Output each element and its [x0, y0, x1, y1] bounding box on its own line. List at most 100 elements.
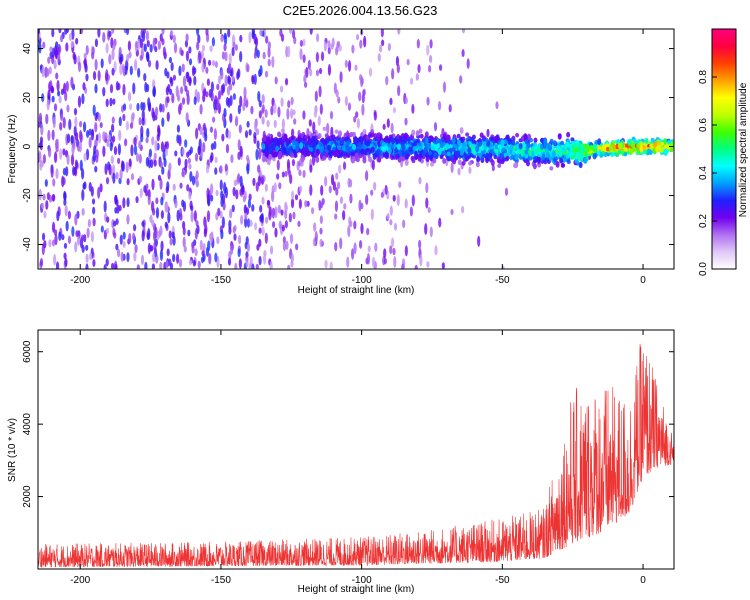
spectrogram-signal-mark	[558, 150, 563, 156]
spectrogram-signal-mark	[315, 156, 320, 163]
spectrogram-noise-mark	[103, 200, 107, 213]
spectrogram-signal-mark	[490, 136, 495, 141]
spectrogram-noise-mark	[48, 66, 52, 75]
spectrogram-noise-mark	[210, 81, 214, 93]
spectrogram-noise-mark	[151, 136, 155, 146]
snr-series-line	[38, 343, 674, 568]
spectrogram-signal-mark	[405, 149, 410, 155]
spectrogram-noise-mark	[339, 196, 344, 204]
spectrogram-noise-mark	[387, 42, 391, 52]
spectrogram-noise-mark	[228, 53, 232, 65]
spectrogram-noise-mark	[83, 52, 87, 60]
spectrogram-noise-mark	[461, 49, 465, 58]
spectrogram-noise-mark	[65, 220, 69, 232]
spectrogram-noise-mark	[287, 45, 291, 58]
x-tick-label: -50	[495, 575, 510, 586]
spectrogram-noise-mark	[264, 70, 269, 78]
spectrogram-noise-mark	[289, 233, 294, 245]
spectrogram-noise-mark	[90, 129, 95, 141]
spectrogram-noise-mark	[273, 182, 277, 193]
spectrogram-noise-mark	[249, 219, 253, 227]
spectrogram-noise-mark	[233, 179, 238, 187]
spectrogram-noise-mark	[380, 191, 384, 198]
spectrogram-noise-mark	[280, 33, 285, 42]
spectrogram-noise-mark	[389, 205, 393, 216]
spectrogram-noise-mark	[108, 30, 112, 38]
spectrogram-signal-mark	[560, 140, 565, 146]
spectrogram-noise-mark	[239, 175, 243, 188]
spectrogram-signal-mark	[660, 141, 665, 146]
spectrogram-signal-mark	[282, 147, 287, 153]
spectrogram-noise-mark	[99, 183, 103, 193]
spectrogram-noise-mark	[84, 63, 88, 73]
spectrogram-signal-mark	[360, 148, 365, 155]
spectrogram-noise-mark	[224, 74, 228, 87]
spectrogram-noise-mark	[176, 209, 180, 222]
spectrogram-noise-mark	[227, 130, 231, 140]
spectrogram-noise-mark	[260, 176, 264, 185]
spectrogram-noise-mark	[290, 197, 295, 209]
spectrogram-noise-mark	[161, 38, 165, 46]
spectrogram-noise-mark	[392, 247, 396, 256]
spectrogram-noise-mark	[189, 170, 193, 182]
spectrogram-signal-mark	[376, 132, 381, 138]
spectrogram-noise-mark	[416, 38, 420, 49]
spectrogram-signal-mark	[424, 131, 429, 138]
spectrogram-noise-mark	[191, 175, 196, 186]
spectrogram-noise-mark	[115, 81, 119, 91]
spectrogram-noise-mark	[39, 160, 43, 168]
spectrogram-signal-mark	[574, 155, 579, 160]
spectrogram-noise-mark	[230, 243, 234, 255]
spectrogram-noise-mark	[138, 175, 143, 183]
spectrogram-noise-mark	[386, 212, 390, 220]
spectrogram-noise-mark	[310, 207, 315, 215]
spectrogram-noise-mark	[109, 141, 113, 152]
spectrogram-noise-mark	[159, 161, 163, 169]
spectrogram-signal-mark	[339, 139, 344, 145]
spectrogram-noise-mark	[59, 148, 63, 160]
spectrogram-noise-mark	[392, 194, 396, 202]
spectrogram-signal-mark	[526, 142, 531, 148]
spectrogram-noise-mark	[213, 140, 217, 150]
spectrogram-noise-mark	[89, 252, 93, 261]
spectrogram-noise-mark	[190, 205, 194, 212]
spectrogram-noise-mark	[113, 146, 118, 156]
spectrogram-noise-mark	[174, 150, 178, 157]
spectrogram-signal-mark	[643, 149, 648, 155]
spectrogram-noise-mark	[257, 175, 261, 187]
spectrogram-noise-mark	[148, 148, 153, 158]
colorbar-label: Normalized spectral amplitude	[738, 82, 749, 217]
spectrogram-noise-mark	[165, 86, 169, 96]
spectrogram-noise-mark	[126, 178, 130, 186]
spectrogram-noise-mark	[83, 152, 87, 162]
spectrogram-noise-mark	[223, 108, 227, 118]
spectrogram-noise-mark	[347, 102, 352, 111]
spectrogram-noise-mark	[276, 159, 280, 171]
spectrogram-noise-mark	[76, 235, 81, 246]
spectrogram-noise-mark	[79, 129, 83, 141]
spectrogram-noise-mark	[418, 177, 422, 185]
spectrogram-noise-mark	[164, 148, 169, 157]
spectrogram-noise-mark	[169, 238, 173, 246]
spectrogram-noise-mark	[266, 199, 271, 206]
spectrogram-noise-mark	[92, 70, 97, 81]
snr-x-ticks: -200 -150 -100 -50 0	[70, 330, 646, 586]
spectrogram-noise-mark	[268, 210, 272, 221]
spectrogram-signal-mark	[349, 131, 354, 138]
spectrogram-noise-mark	[122, 65, 126, 75]
spectrogram-noise-mark	[52, 178, 56, 187]
spectrogram-signal-mark	[586, 144, 591, 152]
spectrogram-noise-mark	[468, 166, 472, 174]
spectrogram-noise-mark	[329, 261, 333, 269]
spectrogram-signal-mark	[334, 129, 339, 134]
spectrogram-noise-mark	[349, 193, 353, 204]
spectrogram-noise-mark	[156, 133, 160, 142]
spectrogram-signal-mark	[597, 138, 602, 145]
spectrogram-noise-mark	[151, 263, 156, 269]
spectrogram-noise-mark	[54, 48, 59, 60]
spectrogram-noise-mark	[53, 60, 57, 70]
spectrogram-noise-mark	[238, 124, 242, 134]
spectrogram-noise-mark	[135, 196, 139, 204]
spectrogram-noise-mark	[50, 166, 54, 178]
spectrogram-noise-mark	[237, 234, 242, 245]
